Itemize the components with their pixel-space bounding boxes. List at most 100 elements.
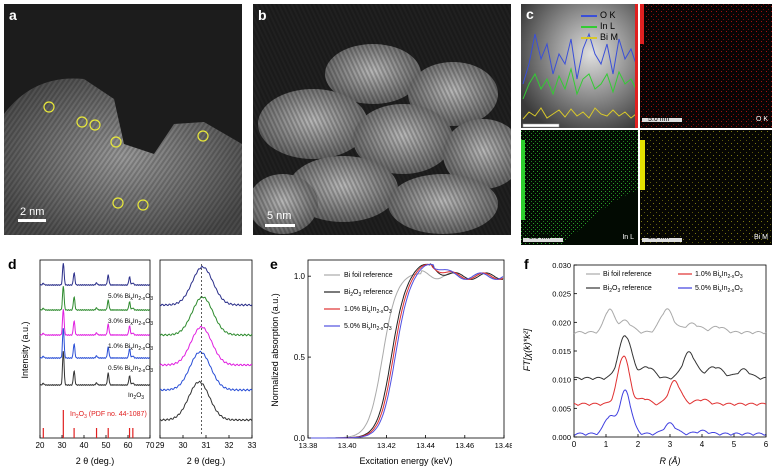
xrd-xtick-label: 60 [124, 441, 133, 450]
xanes-ytick-label: 0.5 [294, 353, 306, 362]
tem-a-svg [4, 78, 242, 235]
tem-image-a: a 2 nm [4, 4, 242, 235]
scalebar-label-b: 5 nm [267, 210, 292, 222]
scalebar-label-map-in: 5.0 nm [529, 234, 551, 241]
eds-legend: O K In L Bi M [581, 10, 618, 43]
scalebar-label-map-bi: 5.0 nm [648, 234, 670, 241]
xrd-zoom-series-line [159, 326, 253, 367]
legend-label: Bi2O3 reference [603, 285, 652, 294]
exafs-ytick-label: 0.030 [552, 261, 571, 270]
legend-label: Bi foil reference [344, 272, 393, 279]
xrd-left-frame [39, 259, 151, 439]
xrd-series-label-1: 5.0% BixIn2-xO3 [108, 293, 153, 302]
exafs-ytick-label: 0.000 [552, 433, 571, 442]
xrd-ylabel: Intensity (a.u.) [20, 321, 30, 378]
xanes-xtick-label: 13.38 [299, 441, 318, 450]
legend-label: Bi2O3 reference [344, 289, 393, 298]
xanes-plot: 13.38 13.40 13.42 13.44 13.46 13.48 0.0 0.5 1.0 [294, 263, 512, 450]
xrd-xtick-label: 30 [58, 441, 67, 450]
xrd-right-frame [159, 259, 253, 439]
legend-label: 5.0% BixIn2-xO3 [695, 285, 743, 294]
eds-map-in: 5.0 nm In L [521, 130, 638, 245]
scalebar-label-a: 2 nm [20, 206, 45, 218]
xrd-series-label-5: In2O3 [128, 392, 144, 401]
xrd-xtick-label: 40 [80, 441, 89, 450]
xanes-ytick-label: 0.0 [294, 434, 306, 443]
xrd-chart: 20 30 40 50 60 70 29 30 31 32 33 Intensity (a.u.)… [20, 259, 256, 466]
xrd-xtick-label: 70 [146, 441, 155, 450]
exafs-xtick-label: 4 [700, 440, 705, 449]
legend-label: Bi foil reference [603, 271, 652, 278]
panel-label-f: f [524, 256, 529, 272]
panel-label-b: b [258, 7, 267, 23]
panel-label-e: e [270, 256, 278, 272]
xrd-zoom-series-line [159, 380, 253, 422]
marker-circle [43, 101, 55, 113]
xrd-xlabel-right: 2 θ (deg.) [187, 456, 226, 466]
exafs-xtick-label: 3 [668, 440, 673, 449]
legend-label: 1.0% BixIn2-xO3 [695, 271, 743, 280]
xanes-frame [307, 259, 505, 439]
xanes-ytick-label: 1.0 [294, 272, 306, 281]
xanes-xtick-label: 13.46 [455, 441, 474, 450]
exafs-xtick-label: 6 [764, 440, 769, 449]
exafs-chart: 0 1 2 3 4 5 6 0.000 0.005 0.010 0.015 0.020 0.025 0.0… [522, 261, 769, 466]
exafs-ytick-label: 0.025 [552, 290, 571, 299]
exafs-xtick-label: 2 [636, 440, 641, 449]
xrd-zoom-series-line [159, 265, 253, 307]
xrd-series-label-4: 0.5% BixIn2-xO3 [108, 365, 153, 374]
panel-label-a: a [9, 7, 17, 23]
xrd-zoom-xtick-label: 30 [179, 441, 188, 450]
exafs-ytick-label: 0.020 [552, 318, 571, 327]
xrd-xlabel-left: 2 θ (deg.) [76, 456, 115, 466]
legend-item-o: O K [581, 10, 618, 21]
xrd-right-plot: 29 30 31 32 33 [156, 264, 256, 450]
xanes-xtick-label: 13.44 [416, 441, 435, 450]
exafs-series-line [573, 308, 767, 335]
exafs-ylabel: FT[χ(k)*k²] [522, 328, 532, 371]
xrd-zoom-xtick-label: 29 [156, 441, 165, 450]
xrd-series-line [39, 328, 150, 360]
xanes-xtick-label: 13.42 [377, 441, 396, 450]
xanes-legend: Bi foil reference Bi2O3 reference 1.0% B… [324, 272, 393, 332]
exafs-ytick-label: 0.010 [552, 376, 571, 385]
exafs-series-line [573, 355, 767, 406]
legend-item-bi: Bi M [581, 32, 618, 43]
eds-overlay-svg [521, 4, 638, 128]
scalebar-label-map-o: 5.0 nm [648, 116, 670, 123]
eds-map-bi-svg [640, 130, 772, 245]
xanes-xtick-label: 13.40 [338, 441, 357, 450]
element-label-o: O K [755, 116, 768, 123]
eds-map-o: 5.0 nm O K [640, 4, 772, 128]
tem-image-b: b 5 nm [253, 4, 511, 235]
panel-label-d: d [8, 256, 17, 272]
legend-item-in: In L [581, 21, 618, 32]
legend-label: 5.0% BixIn2-xO3 [344, 323, 392, 332]
eds-map-bi: 5.0 nm Bi M [640, 130, 772, 245]
exafs-xlabel: R (Å) [660, 456, 681, 466]
exafs-series-line [573, 335, 766, 381]
legend-label: 1.0% BixIn2-xO3 [344, 306, 392, 315]
xrd-zoom-xtick-label: 31 [202, 441, 211, 450]
xanes-series-line [308, 263, 504, 439]
xrd-zoom-xtick-label: 32 [225, 441, 234, 450]
xanes-chart: 13.38 13.40 13.42 13.44 13.46 13.480.00.51.0 … [270, 259, 512, 466]
xanes-series-line [308, 263, 504, 439]
exafs-series-line [573, 389, 767, 436]
exafs-plot: 0 1 2 3 4 5 6 0.000 0.005 0.010 0.015 0.020 0.025 0.0… [552, 261, 769, 449]
xrd-series-line [39, 309, 150, 337]
xrd-xtick-label: 50 [102, 441, 111, 450]
exafs-xtick-label: 5 [732, 440, 737, 449]
xrd-left-plot: 20 30 40 50 60 70 [36, 263, 155, 450]
xrd-series-line [39, 351, 150, 387]
legend-label: Bi M [600, 32, 618, 42]
legend-label: In L [600, 21, 616, 31]
eds-spectrum-overlay: O K In L Bi M [521, 4, 638, 128]
xrd-series-label-2: 3.0% BixIn2-xO3 [108, 318, 153, 327]
xanes-ylabel: Normalized absorption (a.u.) [270, 293, 280, 407]
eds-map-o-svg [640, 4, 772, 128]
xrd-zoom-xtick-label: 33 [248, 441, 256, 450]
xanes-xlabel: Excitation energy (keV) [359, 456, 452, 466]
element-label-in: In L [622, 234, 634, 241]
xrd-xtick-label: 20 [36, 441, 45, 450]
